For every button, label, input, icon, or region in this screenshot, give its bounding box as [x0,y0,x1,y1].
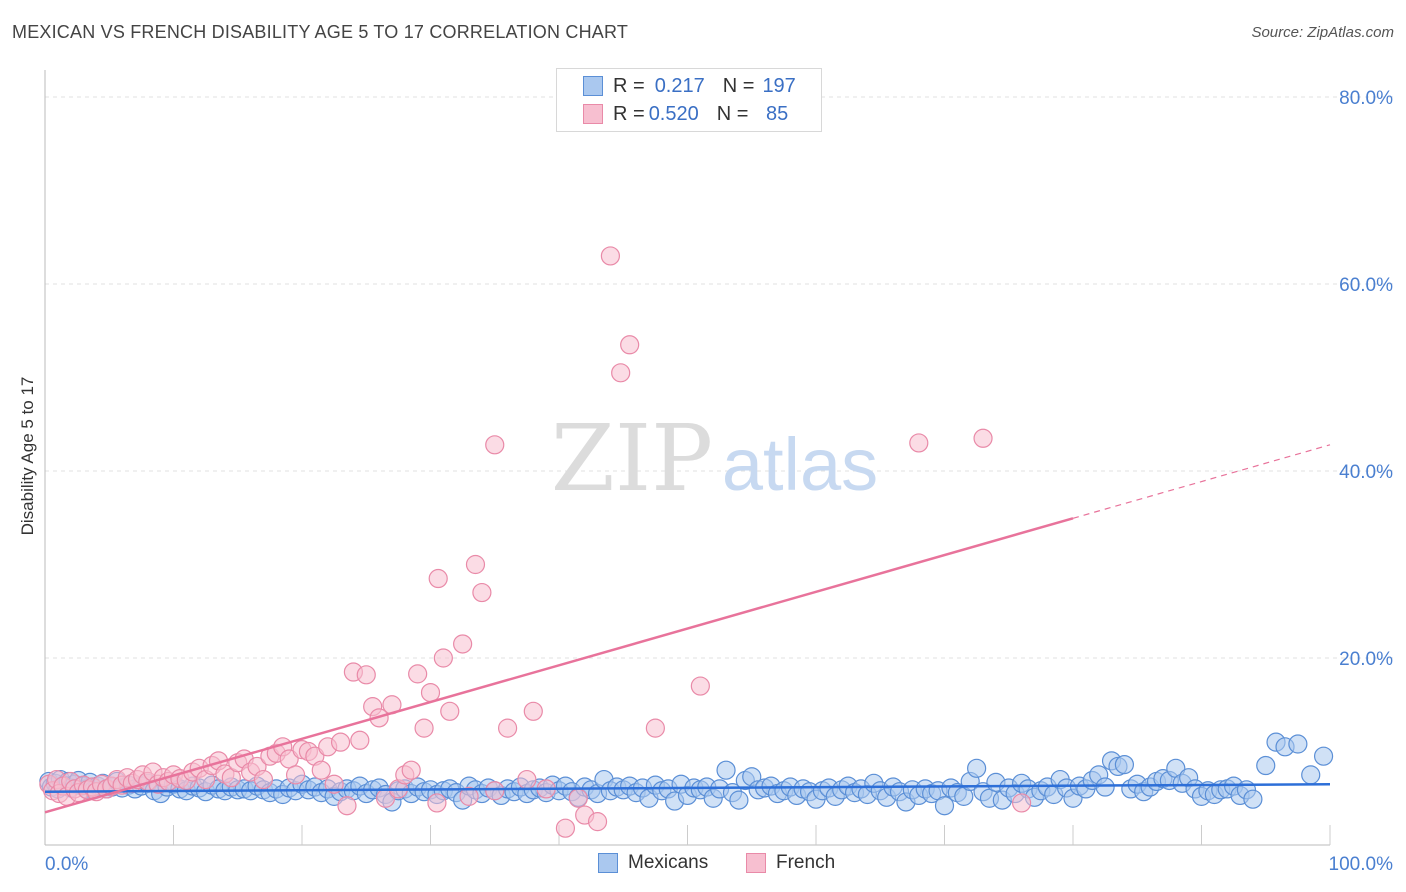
french-point [645,718,665,738]
french-point [311,760,331,780]
mexicans-point [1095,777,1115,797]
french-point [433,648,453,668]
watermark-atlas: atlas [722,423,878,506]
bottom-legend-label-mexicans: Mexicans [628,852,709,873]
watermark: ZIP atlas [551,405,878,512]
mexicans-point [1114,754,1135,775]
mexicans-point [1301,765,1321,785]
french-point [498,718,518,738]
french-point [472,582,492,603]
french-point [420,682,441,703]
french-point [414,718,434,738]
source-label: Source: ZipAtlas.com [1251,24,1394,41]
mexicans-point [1243,789,1263,809]
french-point [330,732,351,752]
french-point [465,554,486,575]
mexicans-point [729,790,749,810]
legend-r-label: R = [613,74,645,97]
french-point [555,818,576,838]
legend-r-label: R = [613,102,645,125]
mexicans-point [1256,755,1276,776]
mexicans-point [1313,746,1334,766]
french-point [428,568,448,589]
french-point [587,812,608,832]
legend-row-mexicans: R = 0.217 N = 197 [583,72,796,100]
legend-n-label: N = [716,102,749,125]
french-point [453,634,473,654]
french-point [350,730,370,750]
french-point [523,701,543,721]
y-tick-label: 80.0% [1339,88,1393,109]
legend-n-value-french: 85 [760,102,789,125]
french-point [568,788,588,808]
french-point [485,435,505,455]
bottom-legend-french: French [746,852,835,874]
y-tick-label: 40.0% [1339,462,1393,483]
french-point [459,786,479,806]
french-point [324,774,344,794]
mexicans-point [1288,734,1308,754]
french-point [401,760,421,780]
x-tick-label: 0.0% [45,854,88,875]
legend-r-value-french: 0.520 [648,102,699,125]
legend-swatch-mexicans [583,76,603,96]
y-tick-label: 60.0% [1339,275,1393,296]
bottom-legend-label-french: French [776,852,836,873]
chart-title: MEXICAN VS FRENCH DISABILITY AGE 5 TO 17… [12,22,629,42]
bottom-legend-swatch-french [746,853,766,873]
french-point [909,433,929,453]
stats-legend: R = 0.217 N = 197 R = 0.520 N = 85 [556,68,822,132]
french-trend-line [44,517,1074,814]
mexicans-point [934,796,955,816]
legend-n-label: N = [722,74,755,97]
french-point [973,428,993,448]
french-point [611,363,631,383]
french-point [600,246,621,266]
tick-labels: 20.0% 40.0% 60.0% 80.0% 0.0% 100.0% [45,88,1393,875]
mexicans-point [967,758,987,778]
watermark-zip: ZIP [551,405,713,512]
mexicans-trend-line [44,782,1331,793]
french-point [356,665,376,685]
french-point [427,793,447,813]
french-point [1011,793,1032,813]
bottom-legend-swatch-mexicans [598,853,618,873]
legend-row-french: R = 0.520 N = 85 [583,100,788,128]
french-point [337,796,357,816]
french-point [408,664,428,684]
french-point [620,335,640,355]
french-point [253,769,274,790]
french-point [440,701,460,721]
french-point [517,769,537,790]
mexicans-point [716,760,736,780]
bottom-legend-mexicans: Mexicans [598,852,708,874]
french-points [39,246,1032,838]
french-point [690,676,710,696]
french-point [285,765,306,785]
y-tick-label: 20.0% [1339,649,1393,670]
x-tick-label: 100.0% [1329,854,1394,875]
grid-lines [45,96,1393,659]
french-trend-extension [1072,444,1331,519]
y-axis-label: Disability Age 5 to 17 [18,376,37,536]
legend-swatch-french [583,104,603,124]
legend-r-value-mexicans: 0.217 [654,74,705,97]
french-point [485,781,505,801]
trend-lines [44,444,1331,814]
legend-n-value-mexicans: 197 [762,74,796,97]
